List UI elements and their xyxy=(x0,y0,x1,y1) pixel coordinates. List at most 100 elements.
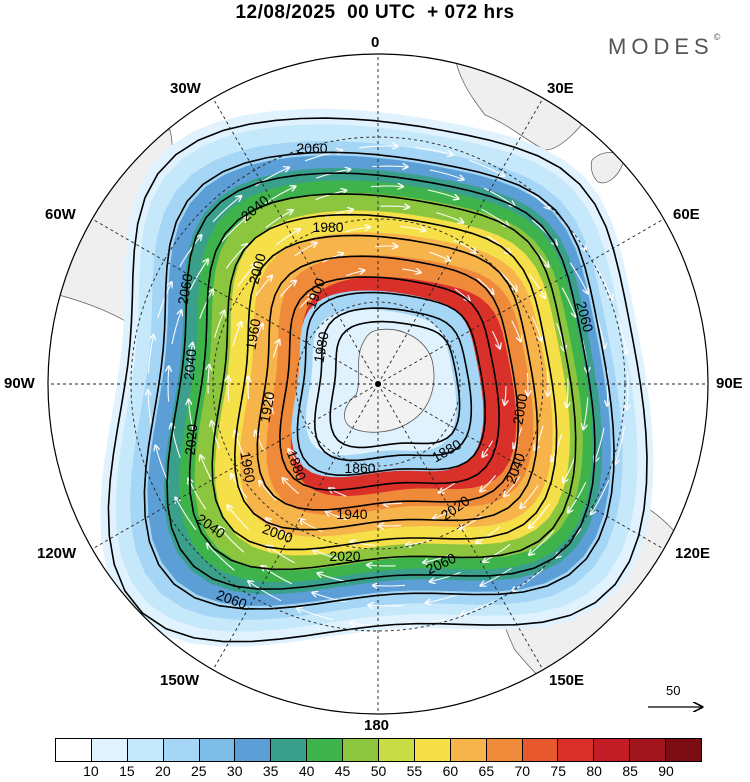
colorbar-tick-label: 25 xyxy=(190,763,207,779)
streamline-arrow xyxy=(520,485,539,509)
streamline-arrow xyxy=(527,242,549,267)
height-contour-1940 xyxy=(256,255,520,511)
streamline-arrow xyxy=(483,543,511,562)
madagascar-land xyxy=(590,152,625,184)
height-contour-1880 xyxy=(313,307,473,462)
streamline-arrow xyxy=(225,244,247,269)
streamline-arrow xyxy=(429,251,450,260)
colorbar-swatch xyxy=(343,739,380,761)
contour-label: 1980 xyxy=(312,219,343,235)
streamline-arrow xyxy=(214,311,225,338)
colorbar-tick-label: 10 xyxy=(83,763,99,779)
colorbar-tick-label: 70 xyxy=(514,763,531,779)
streamline-arrow xyxy=(283,478,299,495)
streamline-arrow xyxy=(615,426,626,464)
streamline-arrow xyxy=(208,365,209,394)
colorbar-swatch xyxy=(271,739,308,761)
streamline-arrow xyxy=(346,270,364,277)
colorbar-tick-label: 40 xyxy=(298,763,315,779)
streamline-arrow xyxy=(430,571,461,581)
streamline-arrow xyxy=(312,593,347,603)
streamline-arrow xyxy=(617,316,626,353)
contour-label: 1960 xyxy=(242,317,263,351)
streamline-arrow xyxy=(461,599,497,615)
streamline-arrow xyxy=(248,377,249,400)
height-contour-2040 xyxy=(143,151,615,610)
streamline-arrow xyxy=(373,585,406,586)
contour-label: 2060 xyxy=(174,272,195,306)
streamline-arrow xyxy=(439,482,456,493)
lon-label-30e: 30E xyxy=(547,80,574,97)
height-contour-1960 xyxy=(233,234,539,531)
wind-speed-colorbar xyxy=(55,738,702,762)
meridian-line xyxy=(91,383,379,550)
map-border xyxy=(47,53,709,715)
contour-label: 1920 xyxy=(256,390,277,424)
brand-mark: © xyxy=(713,32,721,42)
lon-label-0: 0 xyxy=(371,34,380,51)
colorbar-tick-label: 85 xyxy=(622,763,638,779)
latitude-longitude-grid xyxy=(48,54,708,714)
colorbar-tick-label: 75 xyxy=(550,763,567,779)
streamline-arrow xyxy=(294,243,317,257)
meridian-line xyxy=(212,97,379,385)
lon-label-120e: 120E xyxy=(675,545,711,562)
streamline-arrow xyxy=(313,550,340,560)
colorbar-tick-label: 55 xyxy=(406,763,423,779)
lon-label-90e: 90E xyxy=(716,375,743,392)
streamline-arrow xyxy=(482,440,493,457)
lon-label-180: 180 xyxy=(364,717,390,734)
streamline-arrow xyxy=(248,581,282,602)
colorbar-tick-label: 50 xyxy=(370,763,387,779)
streamline-arrow xyxy=(368,605,404,606)
colorbar-swatch xyxy=(307,739,344,761)
streamline-arrow xyxy=(235,431,245,456)
meridian-line xyxy=(377,218,665,385)
streamline-arrow xyxy=(272,340,279,358)
streamline-arrow xyxy=(264,186,296,205)
streamline-arrow xyxy=(469,159,504,176)
colorbar-tick-label: 60 xyxy=(442,763,459,779)
streamline-arrow xyxy=(429,169,464,179)
south-pole-marker xyxy=(375,381,381,387)
contour-label: 2000 xyxy=(245,251,269,285)
streamline-arrow xyxy=(379,525,402,526)
streamline-arrow xyxy=(259,481,277,501)
contour-label: 1940 xyxy=(336,506,367,522)
colorbar-swatch xyxy=(630,739,667,761)
wind-streamlines xyxy=(148,146,628,626)
meridian-line xyxy=(91,218,379,385)
streamline-arrow xyxy=(591,480,610,514)
height-contour-1920 xyxy=(279,276,500,491)
polar-map: 2060 2060 2060 2060 2060 2040 2040 2040 … xyxy=(47,53,709,715)
streamline-arrow xyxy=(171,310,181,345)
streamline-arrow xyxy=(275,229,300,246)
streamline-arrow xyxy=(454,288,470,301)
streamline-arrow xyxy=(266,518,289,537)
streamline-arrow xyxy=(228,505,249,530)
streamline-arrow xyxy=(176,498,197,531)
colorbar-tick-label: 35 xyxy=(262,763,279,779)
colorbar-tick-label: 80 xyxy=(586,763,602,779)
streamline-arrow xyxy=(527,372,528,395)
contour-label: 1980 xyxy=(310,330,331,364)
streamline-arrow xyxy=(567,378,568,407)
colorbar-swatch xyxy=(56,739,92,761)
streamline-arrow xyxy=(370,186,403,187)
streamline-arrow xyxy=(325,210,353,218)
streamline-arrow xyxy=(219,527,245,553)
contour-label: 2000 xyxy=(509,392,530,426)
streamline-arrow xyxy=(157,282,172,319)
meridian-line xyxy=(377,383,665,550)
streamline-arrow xyxy=(436,212,463,223)
colorbar-tick-label: 20 xyxy=(155,763,171,779)
meridian-line xyxy=(212,383,379,671)
streamline-arrow xyxy=(255,276,272,297)
streamline-arrow xyxy=(304,150,342,162)
meridian-line xyxy=(377,383,544,671)
colorbar-swatch xyxy=(522,739,559,761)
streamline-arrow xyxy=(402,269,421,273)
streamline-arrow xyxy=(529,529,555,555)
streamline-arrow xyxy=(528,273,545,298)
streamline-arrow xyxy=(594,265,612,300)
